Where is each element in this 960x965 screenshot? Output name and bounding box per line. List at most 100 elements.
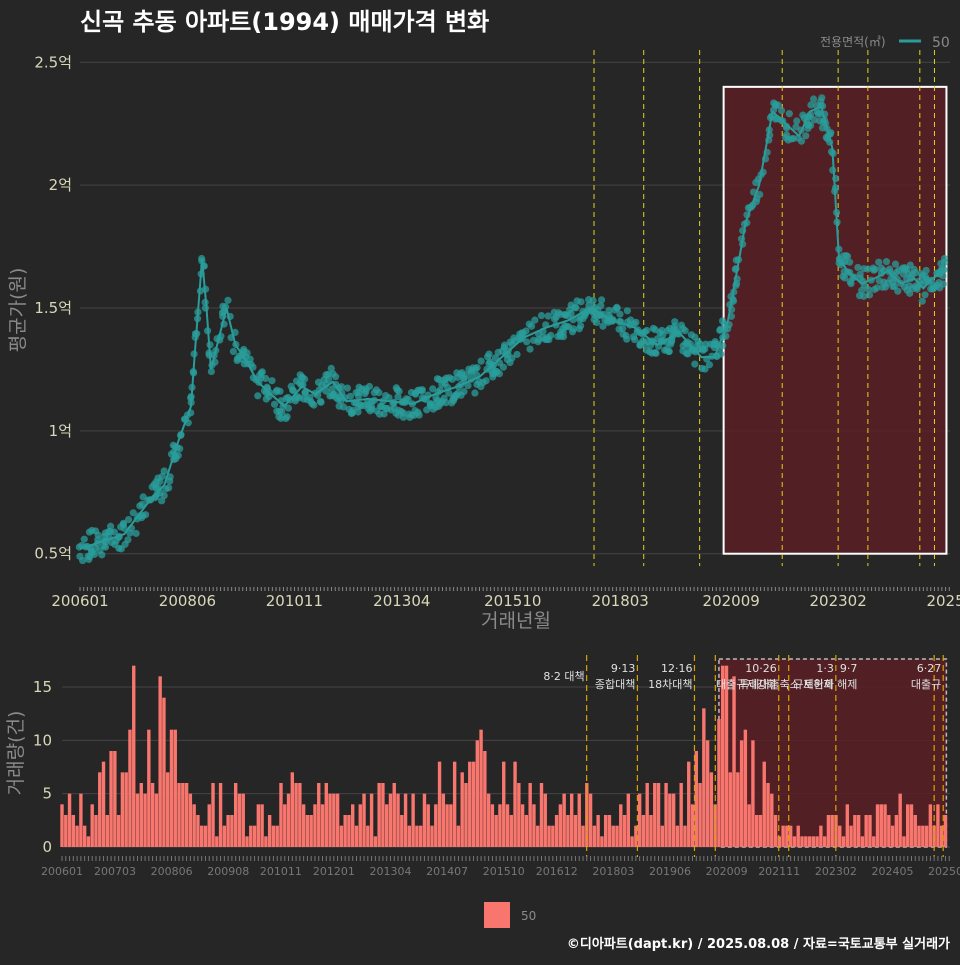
volume-bar: [430, 825, 434, 847]
volume-x-tick-label: 202302: [815, 865, 857, 878]
volume-bar: [879, 804, 883, 847]
price-point: [854, 263, 862, 272]
volume-bar: [490, 804, 495, 847]
volume-bar: [64, 815, 68, 847]
volume-bar: [909, 804, 914, 847]
volume-bar: [702, 708, 706, 847]
volume-bar: [547, 825, 551, 847]
price-point: [571, 303, 579, 311]
price-x-tick-label: 201011: [266, 592, 323, 610]
volume-bar: [864, 815, 868, 847]
legend-label-50: 50: [932, 35, 950, 51]
price-point: [777, 106, 786, 115]
policy-annotation-label: 12·16: [661, 662, 693, 675]
volume-bar: [675, 825, 680, 847]
volume-bar: [921, 825, 925, 847]
volume-bar: [230, 815, 234, 847]
price-highlight-box: [722, 85, 948, 555]
price-point: [138, 500, 146, 508]
volume-bar: [441, 793, 446, 847]
price-point: [94, 531, 102, 539]
volume-bar: [294, 783, 298, 847]
price-point: [354, 408, 362, 416]
volume-bar: [505, 804, 510, 847]
volume-y-axis: 0 5 10 15: [33, 678, 52, 856]
volume-bar: [777, 836, 782, 847]
price-point: [782, 122, 790, 130]
price-point: [332, 373, 340, 381]
volume-x-tick-label: 202111: [758, 865, 800, 878]
volume-bar: [739, 740, 744, 847]
volume-bar: [377, 783, 381, 847]
price-point: [864, 265, 872, 273]
volume-bar: [653, 783, 657, 847]
volume-annotations: 8·2 대책 9·13 종합대책 12·16 18차대책 10·26 대출규제강화 1·3 규제…: [543, 662, 941, 691]
volume-bar: [826, 815, 831, 847]
volume-bar: [192, 804, 196, 847]
volume-bar: [452, 761, 457, 847]
price-policy-lines: [593, 50, 935, 566]
volume-bar: [116, 815, 121, 847]
volume-bar: [524, 815, 529, 847]
volume-bar: [875, 804, 880, 847]
volume-x-tick-label: 200703: [94, 865, 136, 878]
volume-bar: [150, 783, 155, 847]
volume-bar: [581, 825, 585, 847]
volume-bar: [222, 825, 227, 847]
volume-bar: [566, 815, 570, 847]
price-point: [346, 392, 354, 400]
price-point: [289, 386, 297, 395]
price-point: [491, 354, 500, 362]
price-point: [568, 328, 577, 336]
volume-bar: [517, 783, 521, 847]
volume-bar: [694, 751, 698, 847]
volume-bar: [275, 825, 279, 847]
volume-bar: [539, 783, 544, 847]
volume-y-tick-label: 0: [42, 838, 52, 856]
volume-bar: [830, 815, 834, 847]
volume-bar: [468, 761, 472, 847]
price-point: [473, 363, 481, 372]
price-point: [445, 389, 453, 397]
volume-bar: [788, 825, 793, 847]
price-point: [165, 484, 173, 492]
volume-bar: [792, 836, 797, 847]
volume-bar: [668, 793, 672, 847]
volume-bar: [811, 836, 816, 847]
volume-bar: [245, 836, 249, 847]
price-point: [875, 258, 883, 266]
volume-bar: [596, 815, 600, 847]
volume-x-tick-label: 200806: [151, 865, 193, 878]
price-point: [818, 94, 826, 102]
price-point: [843, 252, 852, 261]
legend-bar-swatch: [484, 902, 510, 928]
volume-bar: [264, 836, 268, 847]
price-y-tick-label: 2억: [49, 176, 72, 194]
volume-bar: [645, 783, 649, 847]
volume-bar: [943, 815, 948, 847]
price-point: [873, 284, 881, 292]
volume-x-tick-label: 20250: [928, 865, 960, 878]
price-point: [810, 116, 818, 124]
volume-bar: [252, 825, 257, 847]
price-point: [691, 360, 699, 368]
volume-bar: [241, 793, 245, 847]
price-point: [119, 520, 127, 529]
price-point: [940, 266, 948, 274]
volume-bar: [762, 761, 766, 847]
price-point: [802, 132, 810, 140]
price-point: [537, 311, 546, 320]
volume-bar: [369, 793, 374, 847]
price-point: [278, 408, 286, 416]
policy-annotation-label: 8·2 대책: [543, 670, 584, 683]
price-point: [719, 342, 727, 350]
volume-x-tick-label: 201201: [313, 865, 355, 878]
price-point: [531, 316, 539, 324]
legend-label-bar-50: 50: [521, 909, 536, 923]
price-point: [485, 350, 493, 358]
price-x-tick-label: 201304: [373, 592, 430, 610]
volume-bar: [856, 815, 861, 847]
volume-bar: [139, 783, 143, 847]
volume-bar: [403, 793, 408, 847]
volume-bar: [819, 825, 823, 847]
